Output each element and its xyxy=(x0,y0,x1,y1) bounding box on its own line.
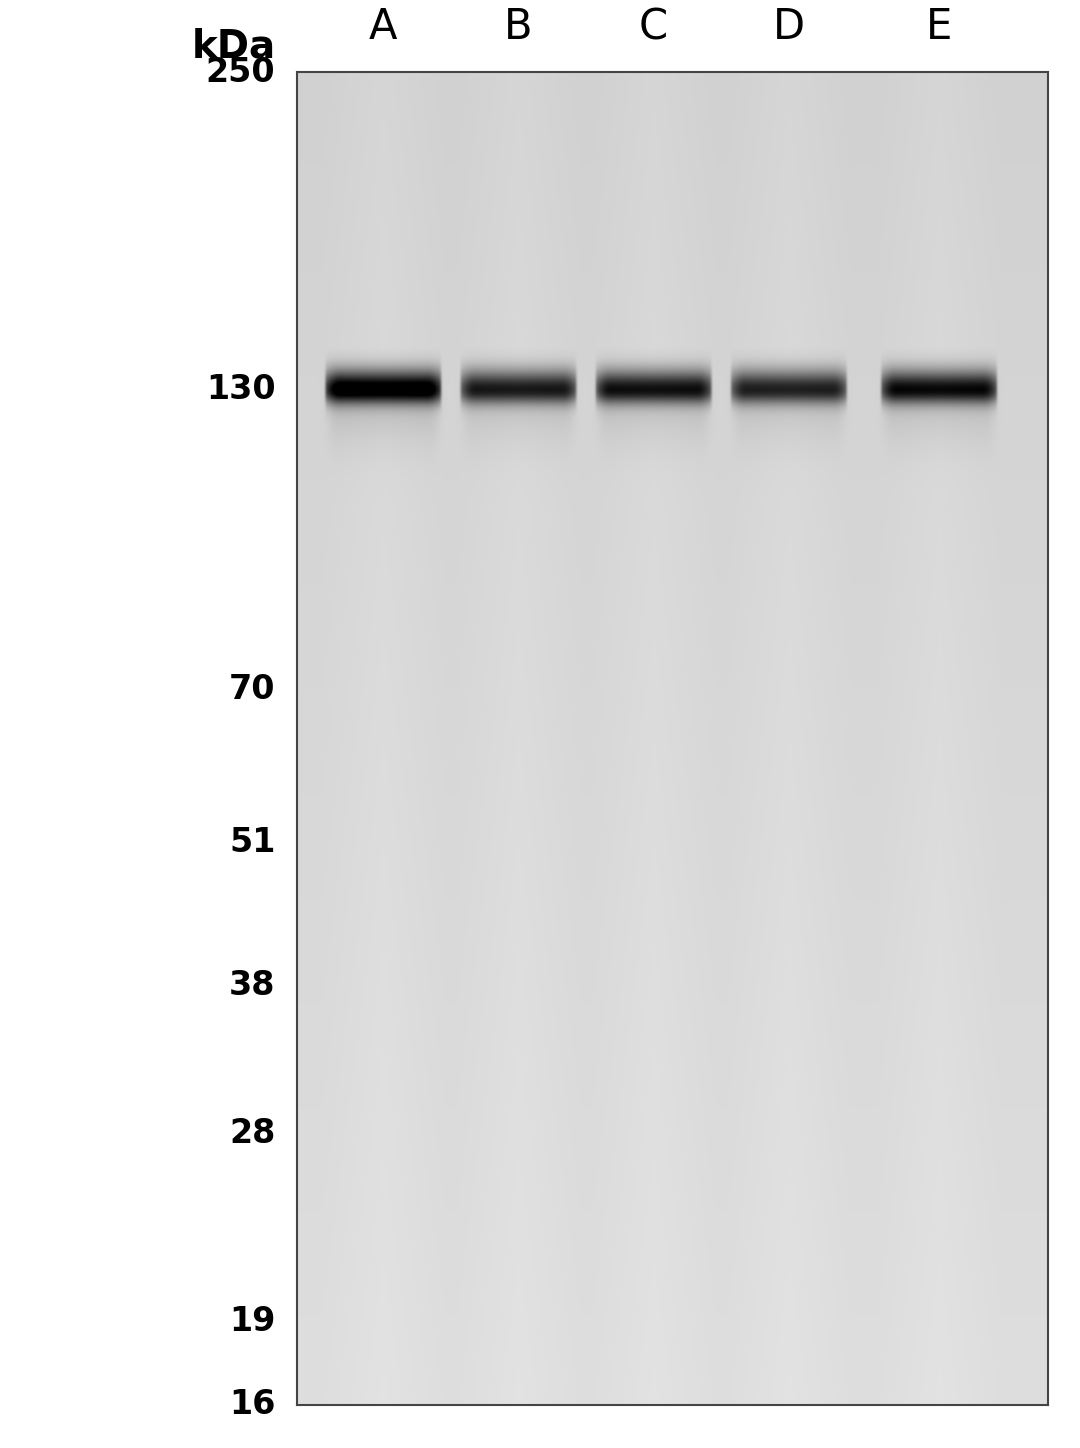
Text: 19: 19 xyxy=(229,1305,275,1338)
Text: 28: 28 xyxy=(229,1116,275,1150)
Text: 250: 250 xyxy=(206,56,275,88)
Text: C: C xyxy=(639,6,669,48)
Text: A: A xyxy=(369,6,397,48)
Text: 38: 38 xyxy=(229,969,275,1002)
Text: 130: 130 xyxy=(206,372,275,405)
Text: 70: 70 xyxy=(229,673,275,705)
Text: D: D xyxy=(772,6,805,48)
Text: kDa: kDa xyxy=(191,28,275,65)
Text: B: B xyxy=(504,6,532,48)
Text: 51: 51 xyxy=(229,827,275,859)
Text: 16: 16 xyxy=(229,1389,275,1420)
Text: E: E xyxy=(926,6,951,48)
